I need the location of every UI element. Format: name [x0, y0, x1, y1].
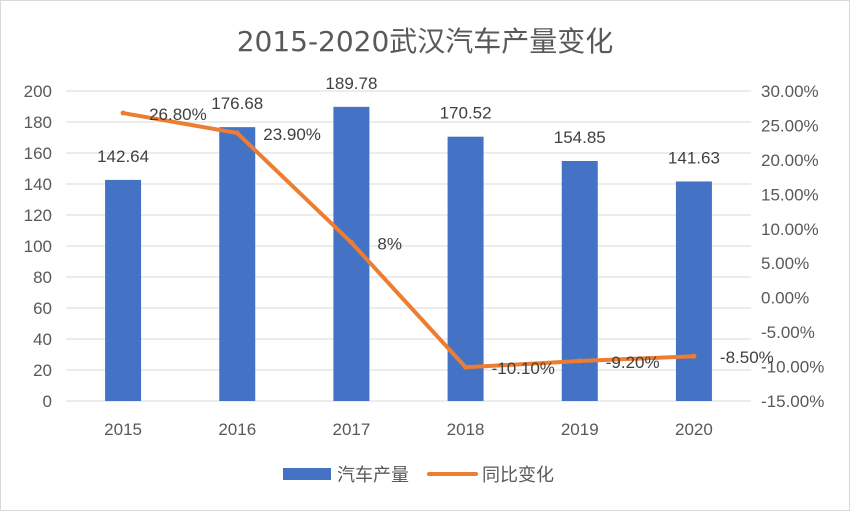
right-axis: -15.00% -10.00% -5.00% 0.00% 5.00% 10.00% 15.0…: [761, 82, 824, 411]
left-axis-tick-label: 140: [24, 175, 52, 194]
bar-2019: [561, 160, 598, 401]
left-axis-tick-label: 200: [24, 82, 52, 101]
left-axis-tick-label: 120: [24, 206, 52, 225]
line-series: [120, 110, 697, 370]
left-axis-tick-label: 60: [33, 299, 52, 318]
right-axis-tick-label: -10.00%: [761, 358, 824, 377]
x-axis: 2015 2016 2017 2018 2019 2020: [104, 420, 713, 439]
line-series-path: [121, 111, 696, 370]
bar-2020: [675, 181, 712, 401]
line-data-label: -9.20%: [606, 353, 660, 372]
gridlines: [66, 90, 751, 402]
line-data-label: 8%: [377, 235, 402, 254]
left-axis-tick-label: 40: [33, 330, 52, 349]
bar-data-label: 189.78: [325, 74, 377, 93]
x-axis-tick-label: 2018: [447, 420, 485, 439]
right-axis-tick-label: -15.00%: [761, 392, 824, 411]
x-axis-tick-label: 2017: [333, 420, 371, 439]
bar-data-label: 176.68: [211, 94, 263, 113]
line-point-2020: [691, 353, 697, 359]
legend: 汽车产量 同比变化: [283, 465, 554, 486]
x-axis-tick-label: 2019: [561, 420, 599, 439]
chart-title: 2015-2020武汉汽车产量变化: [237, 25, 614, 58]
line-data-label: 23.90%: [263, 125, 321, 144]
left-axis-tick-label: 0: [43, 392, 52, 411]
left-axis-tick-label: 160: [24, 144, 52, 163]
line-data-label: -10.10%: [492, 359, 555, 378]
bar-series: [105, 106, 712, 401]
right-axis-tick-label: 25.00%: [761, 116, 819, 135]
bar-data-label: 141.63: [668, 148, 720, 167]
line-point-2018: [463, 364, 469, 370]
bar-data-label: 142.64: [97, 147, 149, 166]
right-axis-tick-label: -5.00%: [761, 323, 815, 342]
bar-data-label: 170.52: [440, 104, 492, 123]
right-axis-tick-label: 30.00%: [761, 82, 819, 101]
line-data-label: 26.80%: [149, 105, 207, 124]
right-axis-tick-label: 20.00%: [761, 151, 819, 170]
legend-swatch-bar: [283, 468, 331, 480]
bar-2015: [105, 179, 142, 401]
x-axis-tick-label: 2020: [675, 420, 713, 439]
x-axis-tick-label: 2015: [104, 420, 142, 439]
legend-label-line: 同比变化: [482, 465, 554, 486]
x-axis-tick-label: 2016: [218, 420, 256, 439]
data-labels: 142.64 176.68 189.78 170.52 154.85 141.63 26.8…: [97, 74, 774, 378]
line-point-2015: [120, 110, 126, 116]
bar-2016: [219, 127, 256, 401]
left-axis-tick-label: 100: [24, 237, 52, 256]
right-axis-tick-label: 0.00%: [761, 289, 809, 308]
line-point-2017: [348, 240, 354, 246]
line-data-label: -8.50%: [720, 348, 774, 367]
right-axis-tick-label: 15.00%: [761, 185, 819, 204]
left-axis-tick-label: 20: [33, 361, 52, 380]
right-axis-tick-label: 10.00%: [761, 220, 819, 239]
line-point-2019: [577, 358, 583, 364]
bar-data-label: 154.85: [554, 128, 606, 147]
left-axis-tick-label: 80: [33, 268, 52, 287]
left-axis: 0 20 40 60 80 100 120 140 160 180 200: [24, 82, 52, 411]
bar-2018: [447, 136, 484, 401]
right-axis-tick-label: 5.00%: [761, 254, 809, 273]
left-axis-tick-label: 180: [24, 113, 52, 132]
legend-label-bar: 汽车产量: [337, 465, 409, 486]
line-point-2016: [234, 130, 240, 136]
